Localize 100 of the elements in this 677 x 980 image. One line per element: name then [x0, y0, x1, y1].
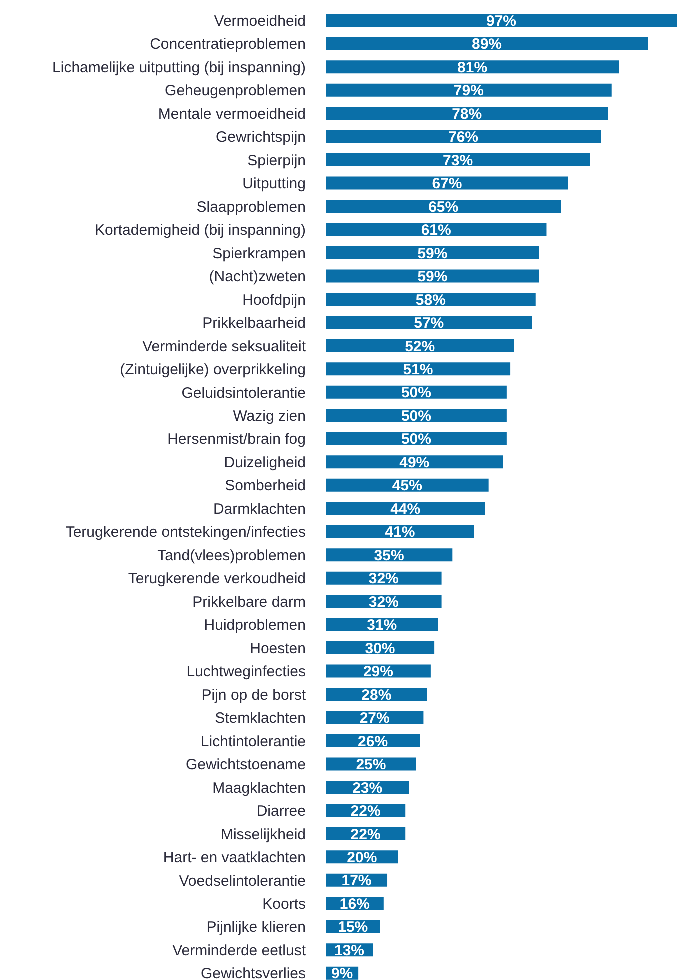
data-label: 50%: [401, 431, 432, 448]
bar: [326, 246, 540, 260]
data-label: 67%: [432, 176, 462, 193]
y-tick-label: Hoesten: [250, 640, 306, 658]
y-tick-label: Gewichtsverlies: [200, 966, 306, 980]
bar: [326, 432, 507, 446]
data-label: 20%: [347, 850, 378, 867]
y-tick-label: Geluidsintolerantie: [182, 384, 306, 402]
data-label: 65%: [428, 198, 459, 216]
y-tick-label: Pijnlijke klieren: [206, 919, 306, 936]
data-label: 13%: [334, 942, 365, 960]
data-label: 58%: [416, 292, 446, 309]
y-tick-label: Misselijkheid: [220, 826, 306, 844]
data-label: 32%: [368, 594, 399, 611]
data-label: 30%: [365, 640, 396, 658]
y-tick-label: Geheugenproblemen: [165, 82, 306, 100]
data-label: 79%: [454, 82, 484, 100]
data-label: 78%: [452, 106, 482, 123]
y-tick-label: Maagklachten: [212, 780, 306, 797]
bar: [326, 14, 677, 28]
y-tick-label: Darmklachten: [213, 500, 306, 518]
data-label: 81%: [458, 59, 488, 76]
data-label: 31%: [367, 617, 398, 634]
data-label: 16%: [340, 896, 370, 913]
data-label: 25%: [356, 756, 386, 774]
y-tick-label: (Nacht)zweten: [209, 268, 306, 286]
y-tick-label: Vermoeidheid: [214, 12, 306, 30]
bar: [326, 456, 504, 469]
data-label: 32%: [368, 570, 399, 588]
y-tick-label: Hersenmist/brain fog: [168, 431, 306, 448]
y-tick-label: Concentratieproblemen: [150, 36, 306, 54]
data-label: 27%: [360, 710, 390, 728]
y-tick-label: Kortademigheid (bij inspanning): [95, 222, 306, 240]
y-tick-label: Duizeligheid: [224, 454, 306, 472]
data-label: 22%: [350, 803, 381, 820]
y-tick-label: Verminderde eetlust: [172, 942, 307, 960]
bar: [326, 362, 511, 376]
data-label: 41%: [385, 524, 416, 542]
data-label: 73%: [443, 152, 474, 170]
y-tick-label: Prikkelbaarheid: [202, 315, 306, 332]
data-label: 9%: [331, 966, 354, 980]
y-tick-label: Hart- en vaatklachten: [163, 850, 306, 867]
data-label: 44%: [390, 500, 421, 518]
y-tick-label: Terugkerende ontstekingen/infecties: [66, 524, 306, 542]
data-label: 15%: [338, 919, 368, 936]
y-tick-label: Pijn op de borst: [202, 686, 307, 704]
bar: [326, 200, 562, 214]
y-tick-label: Tand(vlees)problemen: [158, 547, 306, 564]
bar: [326, 60, 620, 74]
data-label: 17%: [342, 872, 372, 890]
bar: [326, 339, 514, 352]
y-tick-label: Stemklachten: [215, 710, 306, 728]
data-label: 59%: [418, 268, 448, 286]
bar: [326, 107, 608, 120]
bar: [326, 478, 489, 492]
bar: [326, 316, 532, 330]
y-tick-label: Prikkelbare darm: [192, 594, 306, 611]
y-tick-label: Huidproblemen: [204, 617, 306, 634]
data-label: 89%: [472, 36, 502, 54]
bar: [326, 502, 486, 516]
data-label: 49%: [400, 454, 430, 472]
data-label: 59%: [418, 245, 448, 262]
y-tick-label: Spierpijn: [248, 152, 306, 170]
data-label: 97%: [486, 12, 517, 30]
bar: [326, 409, 507, 422]
data-label: 22%: [350, 826, 381, 844]
y-tick-label: Uitputting: [242, 176, 306, 193]
data-label: 61%: [421, 222, 452, 240]
data-label: 35%: [374, 547, 404, 564]
y-tick-label: Lichamelijke uitputting (bij inspanning): [52, 59, 306, 76]
data-label: 26%: [358, 733, 388, 750]
data-label: 52%: [405, 338, 436, 356]
y-tick-label: Koorts: [262, 896, 306, 913]
y-tick-label: Lichtintolerantie: [200, 733, 306, 750]
data-label: 51%: [403, 362, 434, 379]
y-tick-label: Somberheid: [225, 478, 306, 495]
y-tick-label: Luchtweginfecties: [186, 664, 306, 681]
y-tick-label: Gewrichtspijn: [216, 129, 306, 146]
data-label: 29%: [363, 664, 394, 681]
bar: [326, 130, 602, 144]
bar: [326, 84, 612, 97]
data-label: 50%: [401, 384, 432, 402]
y-tick-label: Mentale vermoeidheid: [158, 106, 306, 123]
y-tick-label: Voedselintolerantie: [179, 872, 306, 890]
y-tick-label: Spierkrampen: [212, 245, 306, 262]
bar: [326, 292, 536, 306]
y-tick-label: (Zintuigelijke) overprikkeling: [120, 362, 306, 379]
y-tick-label: Diarree: [256, 803, 306, 820]
bar: [326, 525, 474, 538]
bar: [326, 223, 547, 236]
data-label: 28%: [362, 686, 392, 704]
data-label: 76%: [448, 129, 479, 146]
data-label: 50%: [401, 408, 432, 425]
y-tick-label: Gewichtstoename: [186, 756, 306, 774]
y-tick-label: Hoofdpijn: [242, 292, 306, 309]
data-label: 45%: [392, 478, 422, 495]
bar: [326, 37, 648, 50]
y-tick-label: Terugkerende verkoudheid: [128, 570, 306, 588]
bar: [326, 386, 507, 399]
bar: [326, 270, 540, 283]
